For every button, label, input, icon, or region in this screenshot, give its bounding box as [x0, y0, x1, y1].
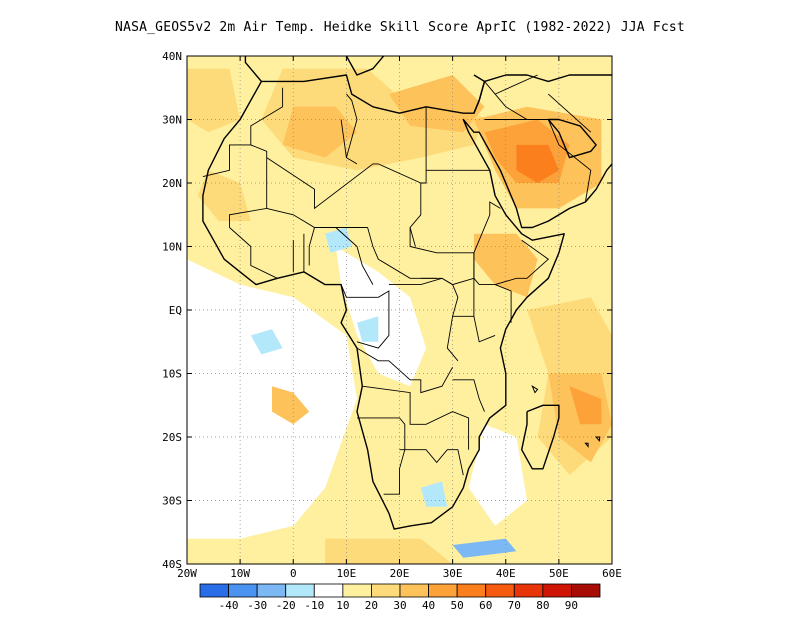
colorbar-label: 70 [508, 599, 521, 612]
country-outline-layer [202, 56, 612, 530]
lon-tick-label: 40E [496, 567, 516, 580]
colorbar-label: 50 [451, 599, 464, 612]
country-border [494, 74, 538, 95]
country-border [362, 385, 470, 450]
lon-tick-label: 0 [290, 567, 297, 580]
lon-tick-label: 60E [602, 567, 622, 580]
coastline [202, 81, 612, 530]
country-border [494, 239, 550, 286]
country-border [308, 227, 315, 266]
lat-tick-label: 30N [162, 114, 182, 127]
score-region [272, 386, 310, 425]
island-outline [531, 384, 539, 394]
country-border [345, 93, 358, 158]
colorbar-swatch [399, 583, 429, 598]
lon-tick-label: 10W [230, 567, 250, 580]
score-region [197, 170, 251, 222]
coastline [345, 56, 385, 76]
lon-tick-label: 20W [177, 567, 197, 580]
colorbar-swatch [342, 583, 372, 598]
score-region [357, 316, 379, 342]
lon-tick-label: 10E [336, 567, 356, 580]
country-border [356, 347, 453, 394]
colorbar-label: 60 [479, 599, 492, 612]
colorbar-label: -20 [276, 599, 296, 612]
colorbar-swatch [371, 583, 401, 598]
country-border [335, 227, 374, 285]
colorbar-label: -40 [219, 599, 239, 612]
coastline [473, 74, 612, 114]
coastline [244, 56, 262, 82]
lat-tick-label: 10N [162, 241, 182, 254]
lat-tick-label: 40N [162, 50, 182, 63]
score-region [335, 246, 427, 387]
colorbar-swatch [199, 583, 229, 598]
score-region [569, 386, 602, 425]
lat-lon-gridlines [187, 56, 612, 564]
country-border [473, 252, 512, 323]
country-border [452, 379, 485, 412]
lon-tick-label: 30E [443, 567, 463, 580]
colorbar-swatch [428, 583, 458, 598]
lat-tick-label: 40S [162, 558, 182, 571]
country-border [420, 106, 427, 184]
country-border [547, 93, 592, 133]
colorbar-label: 80 [536, 599, 549, 612]
score-region [282, 106, 357, 158]
colorbar-swatch [456, 583, 487, 598]
country-border [340, 284, 390, 349]
colorbar-label: 10 [336, 599, 349, 612]
lat-tick-label: EQ [169, 304, 182, 317]
lon-tick-label: 20E [390, 567, 410, 580]
score-region [516, 144, 559, 183]
lat-tick-label: 20N [162, 177, 182, 190]
colorbar-swatch [256, 583, 287, 598]
score-region [187, 68, 241, 133]
colorbar: -40 -30 -20 -10 10 20 30 40 50 60 70 80 90 [199, 583, 601, 612]
lat-tick-label: 20S [162, 431, 182, 444]
lat-tick-label: 30S [162, 495, 182, 508]
score-region [452, 538, 517, 558]
lat-tick-label: 10S [162, 368, 182, 381]
country-border [473, 316, 496, 343]
coastline [521, 404, 560, 470]
country-border [399, 449, 464, 476]
axis-ticks: 20W 10W 0 10E 20E 30E 40E 50E 60E 40N 30N 20N 10N EQ 1… [162, 50, 622, 580]
score-region [325, 538, 453, 564]
score-region [473, 233, 538, 298]
colorbar-swatch [285, 583, 315, 598]
colorbar-swatch [513, 583, 544, 598]
score-region [388, 75, 485, 133]
country-border [473, 201, 501, 253]
colorbar-label: -10 [304, 599, 324, 612]
island-outline [595, 436, 601, 442]
country-border [367, 227, 437, 279]
country-border [484, 81, 528, 120]
colorbar-label: 30 [393, 599, 406, 612]
colorbar-label: 90 [565, 599, 578, 612]
map-title: NASA_GEOS5v2 2m Air Temp. Heidke Skill S… [115, 20, 685, 35]
colorbar-swatch [228, 583, 258, 598]
lon-tick-label: 50E [549, 567, 569, 580]
score-region [250, 329, 283, 355]
colorbar-label: -30 [247, 599, 267, 612]
coastline [547, 118, 597, 159]
colorbar-swatch [485, 583, 515, 598]
country-border [229, 227, 278, 279]
colorbar-label: 40 [422, 599, 435, 612]
country-border [388, 277, 459, 362]
colorbar-swatch [542, 583, 572, 598]
colorbar-swatch [313, 583, 344, 598]
country-border [266, 157, 422, 247]
island-outline [584, 442, 589, 448]
colorbar-label: 20 [365, 599, 378, 612]
colorbar-swatch [571, 583, 601, 598]
